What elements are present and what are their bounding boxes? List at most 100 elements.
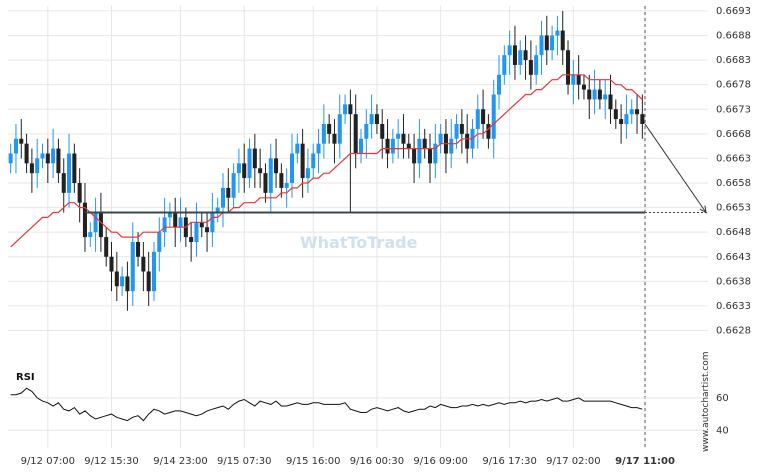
price-tick-label: 0.6693: [716, 6, 751, 17]
candle-body: [284, 183, 289, 188]
candle-body: [199, 222, 204, 228]
candle-body: [56, 148, 61, 174]
candle-body: [258, 168, 263, 174]
candle-body: [205, 227, 210, 233]
rsi-line: [10, 387, 643, 422]
candle-body: [619, 119, 624, 124]
rsi-panel: 60 40 RSI: [8, 372, 729, 436]
candle-body: [465, 133, 470, 149]
moving-average: [10, 74, 643, 248]
rsi-tick-label: 40: [716, 425, 729, 436]
candle-body: [51, 148, 56, 164]
candle-body: [67, 153, 72, 193]
rsi-label: RSI: [16, 372, 35, 383]
candle-body: [104, 237, 109, 257]
candle-body: [640, 114, 645, 124]
candle-body: [560, 30, 565, 51]
candle-body: [406, 143, 411, 149]
candle-body: [374, 114, 379, 124]
time-tick-label: 9/14 23:00: [153, 456, 207, 467]
price-tick-label: 0.6643: [716, 252, 751, 263]
watermark-text: WhatToTrade: [300, 233, 418, 252]
candle-body: [343, 104, 348, 115]
candle-body: [82, 202, 87, 238]
candle-body: [491, 94, 496, 139]
candle-body: [369, 114, 374, 124]
candle-body: [263, 173, 268, 193]
candle-body: [497, 74, 502, 95]
candle-body: [274, 158, 279, 174]
candle-body: [19, 138, 24, 144]
candle-body: [120, 276, 125, 287]
candle-body: [518, 50, 523, 65]
forecast-arrow-head: [699, 205, 707, 214]
candle-body: [401, 133, 406, 144]
price-tick-label: 0.6658: [716, 178, 751, 189]
candle-body: [327, 124, 332, 134]
time-tick-label: 9/12 07:00: [21, 456, 75, 467]
candle-body: [427, 148, 433, 164]
candles: [8, 10, 645, 311]
price-tick-label: 0.6638: [716, 276, 751, 287]
candle-body: [629, 109, 634, 115]
candle-body: [72, 153, 77, 183]
candle-body: [475, 109, 480, 129]
candle-body: [178, 217, 183, 228]
time-tick-label: 9/17 02:00: [546, 456, 600, 467]
candle-body: [380, 124, 385, 139]
candle-body: [316, 143, 321, 154]
price-tick-label: 0.6653: [716, 203, 751, 214]
candle-body: [390, 138, 395, 154]
candle-body: [136, 242, 141, 257]
candle-body: [550, 35, 555, 51]
candle-body: [438, 133, 443, 144]
candle-body: [459, 124, 464, 134]
candle-body: [141, 256, 146, 272]
time-tick-label: 9/17 11:00: [615, 456, 675, 467]
candle-body: [337, 114, 342, 144]
time-tick-label: 9/15 16:00: [286, 456, 340, 467]
candle-body: [242, 163, 247, 179]
price-tick-label: 0.6683: [716, 55, 751, 66]
candle-body: [231, 173, 236, 198]
candle-body: [311, 153, 316, 169]
candle-body: [528, 60, 533, 75]
time-tick-label: 9/12 15:30: [84, 456, 138, 467]
candle-body: [130, 242, 135, 292]
candle-body: [61, 173, 66, 193]
candle-body: [348, 104, 353, 115]
ma-line: [10, 74, 643, 248]
candle-body: [321, 124, 326, 144]
chart-grid: [8, 6, 708, 448]
candle-body: [162, 217, 167, 233]
candle-body: [236, 163, 241, 174]
candle-body: [624, 114, 629, 124]
candle-body: [289, 153, 295, 183]
candle-body: [512, 45, 517, 65]
candle-body: [412, 148, 417, 164]
candle-body: [449, 138, 454, 154]
price-tick-label: 0.6633: [716, 301, 751, 312]
candle-body: [45, 153, 50, 164]
candle-body: [358, 138, 364, 154]
candle-body: [125, 276, 130, 292]
candle-body: [507, 45, 512, 56]
candle-body: [305, 168, 310, 179]
candle-body: [613, 109, 618, 120]
candle-body: [114, 271, 119, 287]
candle-body: [555, 30, 560, 36]
candle-body: [24, 143, 29, 164]
candle-body: [422, 138, 427, 149]
candle-body: [146, 271, 151, 292]
candle-body: [534, 55, 539, 75]
candle-body: [295, 143, 300, 154]
forecast-arrow: [644, 6, 707, 450]
candle-body: [592, 89, 597, 100]
candle-body: [210, 212, 215, 233]
side-watermark: www.autochartist.com: [701, 351, 711, 452]
candle-body: [433, 143, 438, 164]
candle-body: [608, 94, 613, 110]
candle-body: [581, 84, 586, 90]
candle-body: [226, 187, 231, 198]
